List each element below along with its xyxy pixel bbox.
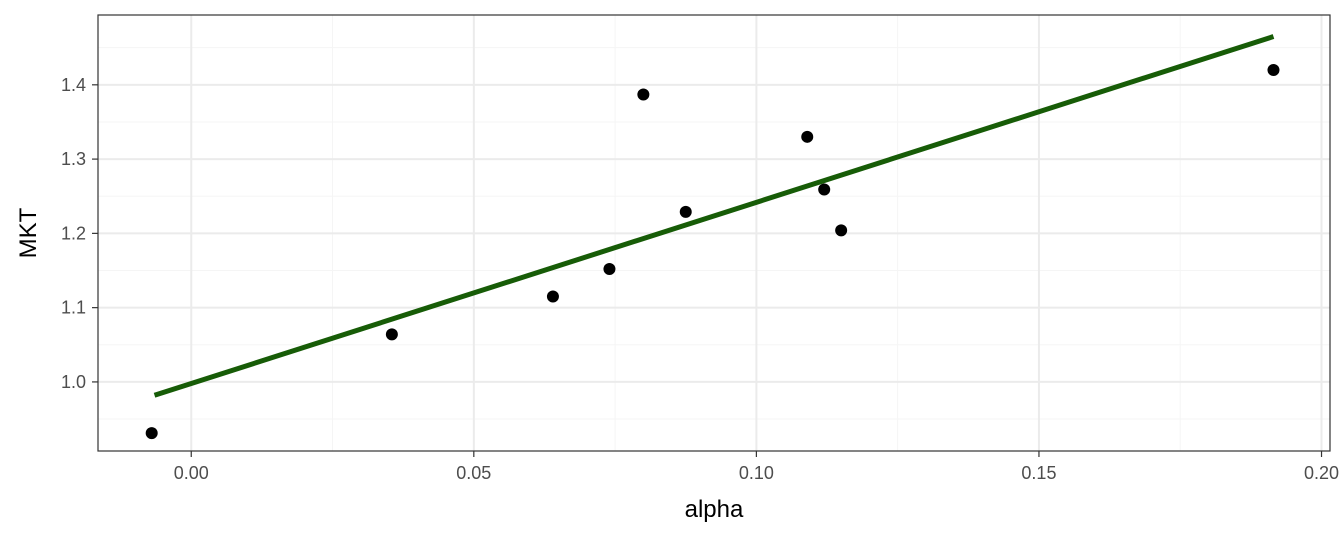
minor-gridlines (98, 15, 1330, 451)
regression-line (153, 34, 1275, 398)
y-tick-label: 1.4 (61, 75, 86, 95)
data-point (835, 224, 848, 237)
y-tick-label: 1.2 (61, 223, 86, 243)
y-axis-title: MKT (15, 207, 42, 258)
x-axis-ticks: 0.00 0.05 0.10 0.15 0.20 (174, 451, 1339, 483)
data-point (1267, 63, 1280, 76)
x-tick-label: 0.15 (1021, 463, 1056, 483)
data-point (603, 263, 616, 276)
data-points-layer (145, 63, 1280, 440)
y-tick-label: 1.1 (61, 298, 86, 318)
x-tick-label: 0.05 (456, 463, 491, 483)
x-tick-label: 0.20 (1304, 463, 1339, 483)
regression-line-layer (153, 34, 1275, 398)
y-axis-ticks: 1.0 1.1 1.2 1.3 1.4 (61, 75, 98, 392)
data-point (679, 205, 692, 218)
data-point (637, 88, 650, 101)
y-tick-label: 1.0 (61, 372, 86, 392)
x-axis-title: alpha (685, 496, 744, 523)
data-point (385, 328, 398, 341)
x-tick-label: 0.10 (739, 463, 774, 483)
x-tick-label: 0.00 (174, 463, 209, 483)
data-point (145, 427, 158, 440)
y-tick-label: 1.3 (61, 149, 86, 169)
data-point (546, 290, 559, 303)
data-point (818, 183, 831, 196)
data-point (801, 130, 814, 143)
major-gridlines (98, 15, 1330, 451)
